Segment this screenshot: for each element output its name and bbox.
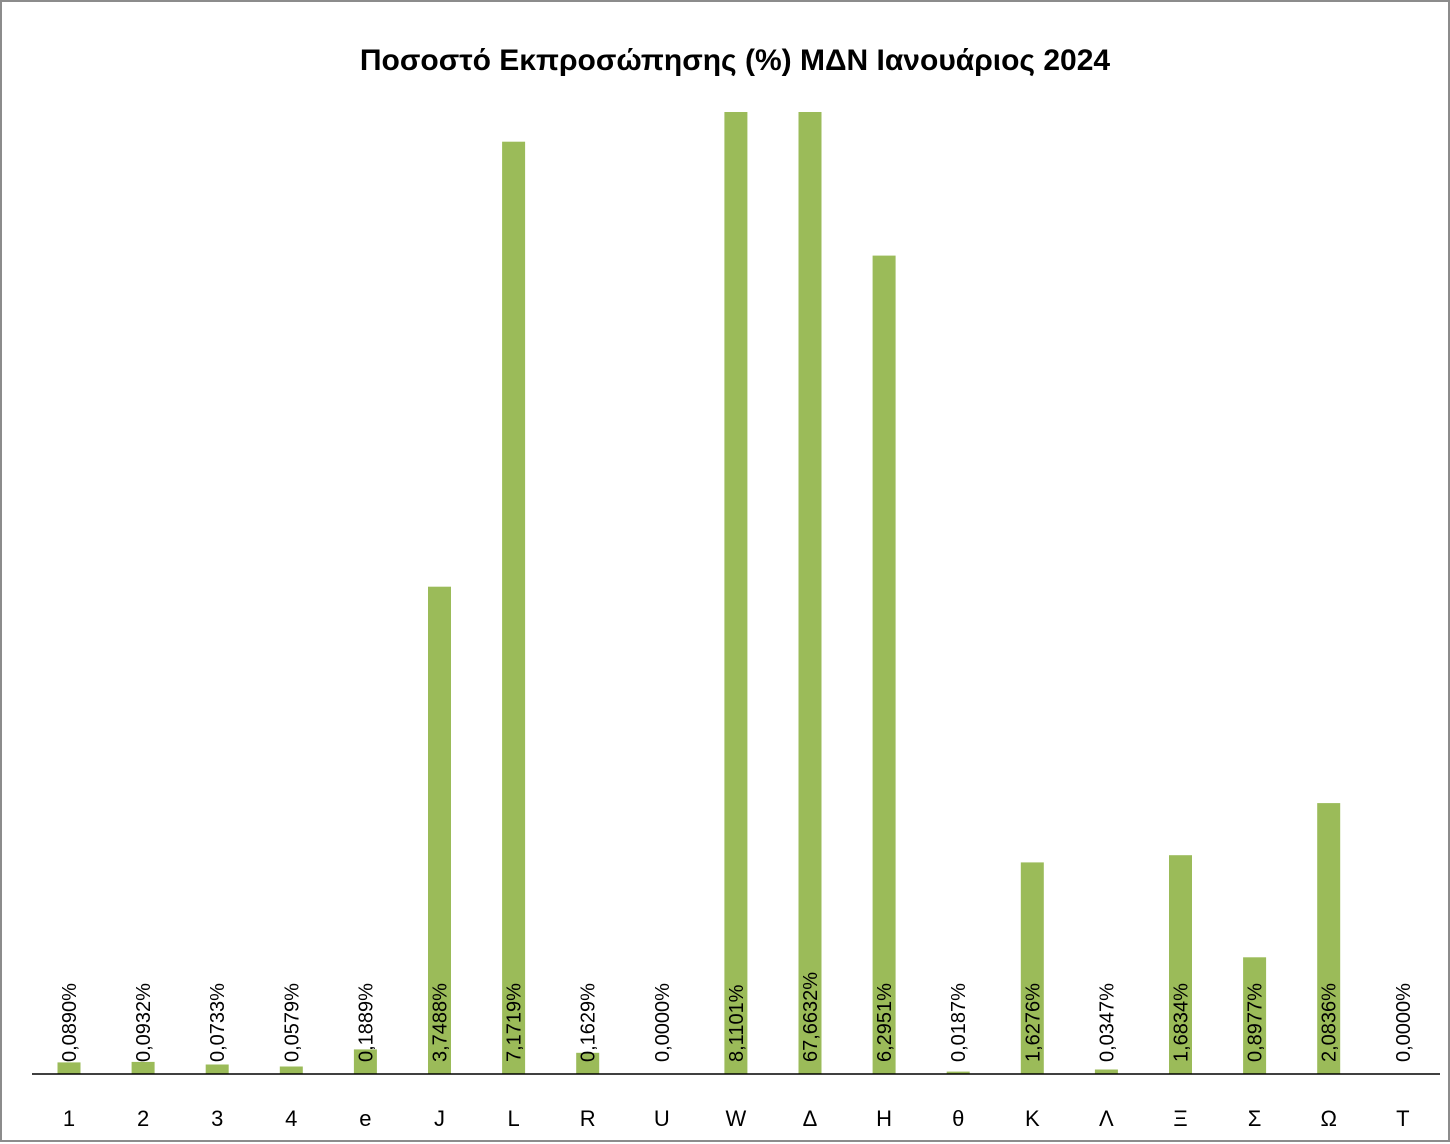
data-label-Τ: 0,0000%	[1393, 983, 1415, 1062]
bar-2	[131, 1061, 155, 1074]
bar-4	[279, 1066, 303, 1074]
chart-title: Ποσοστό Εκπροσώπησης (%) ΜΔΝ Ιανουάριος …	[360, 44, 1111, 77]
bar-e	[353, 1049, 377, 1074]
bar-Ξ	[1169, 855, 1192, 1074]
data-label-e: 0,1889%	[355, 983, 377, 1062]
bar-3	[205, 1064, 229, 1074]
bar-Η	[872, 255, 896, 1075]
data-label-L: 7,1719%	[504, 983, 526, 1062]
x-tick-L: L	[507, 1106, 519, 1131]
data-label-Λ: 0,0347%	[1096, 983, 1118, 1062]
data-label-Δ: 67,6632%	[800, 972, 822, 1062]
data-label-3: 0,0733%	[207, 983, 229, 1062]
bar-R	[576, 1052, 600, 1074]
data-label-Σ: 0,8977%	[1245, 983, 1267, 1062]
bar-Σ	[1243, 957, 1267, 1074]
bars	[57, 112, 1341, 1075]
bar-Ω	[1317, 803, 1341, 1074]
x-tick-R: R	[580, 1106, 596, 1131]
x-tick-J: J	[434, 1106, 445, 1131]
x-tick-Κ: Κ	[1025, 1106, 1040, 1131]
data-label-Κ: 1,6276%	[1022, 983, 1044, 1062]
x-tick-θ: θ	[952, 1106, 964, 1131]
x-tick-3: 3	[211, 1106, 223, 1131]
x-tick-1: 1	[63, 1106, 75, 1131]
x-tick-U: U	[654, 1106, 670, 1131]
data-label-J: 3,7488%	[430, 983, 452, 1062]
bar-1	[57, 1062, 81, 1074]
data-label-Ξ: 1,6834%	[1171, 983, 1193, 1062]
data-label-2: 0,0932%	[133, 983, 155, 1062]
data-label-Ω: 2,0836%	[1319, 983, 1341, 1062]
data-label-θ: 0,0187%	[948, 983, 970, 1062]
x-tick-W: W	[726, 1106, 747, 1131]
data-label-Η: 6,2951%	[874, 983, 896, 1062]
bar-W	[724, 112, 748, 1074]
bar-Κ	[1020, 862, 1044, 1074]
data-label-1: 0,0890%	[59, 983, 81, 1062]
data-label-U: 0,0000%	[652, 983, 674, 1062]
data-label-W: 8,1101%	[726, 984, 748, 1062]
bar-J	[428, 586, 451, 1074]
bar-Δ	[798, 112, 822, 1074]
data-labels: 0,0890% 0,0932% 0,0733% 0,0579% 0,1889% 3,748…	[59, 972, 1415, 1062]
bar-Λ	[1094, 1069, 1118, 1074]
x-tick-e: e	[359, 1106, 371, 1131]
x-tick-Ω: Ω	[1320, 1106, 1336, 1131]
data-label-4: 0,0579%	[281, 983, 303, 1062]
x-tick-4: 4	[285, 1106, 297, 1131]
x-tick-Τ: Τ	[1396, 1106, 1409, 1131]
x-tick-Η: Η	[876, 1106, 892, 1131]
x-tick-Δ: Δ	[803, 1106, 818, 1131]
x-tick-2: 2	[137, 1106, 149, 1131]
bar-θ	[946, 1071, 970, 1074]
x-tick-Σ: Σ	[1248, 1106, 1262, 1131]
x-tick-Λ: Λ	[1099, 1106, 1114, 1131]
bar-L	[502, 141, 526, 1074]
data-label-R: 0,1629%	[578, 983, 600, 1062]
x-tick-Ξ: Ξ	[1173, 1106, 1187, 1131]
